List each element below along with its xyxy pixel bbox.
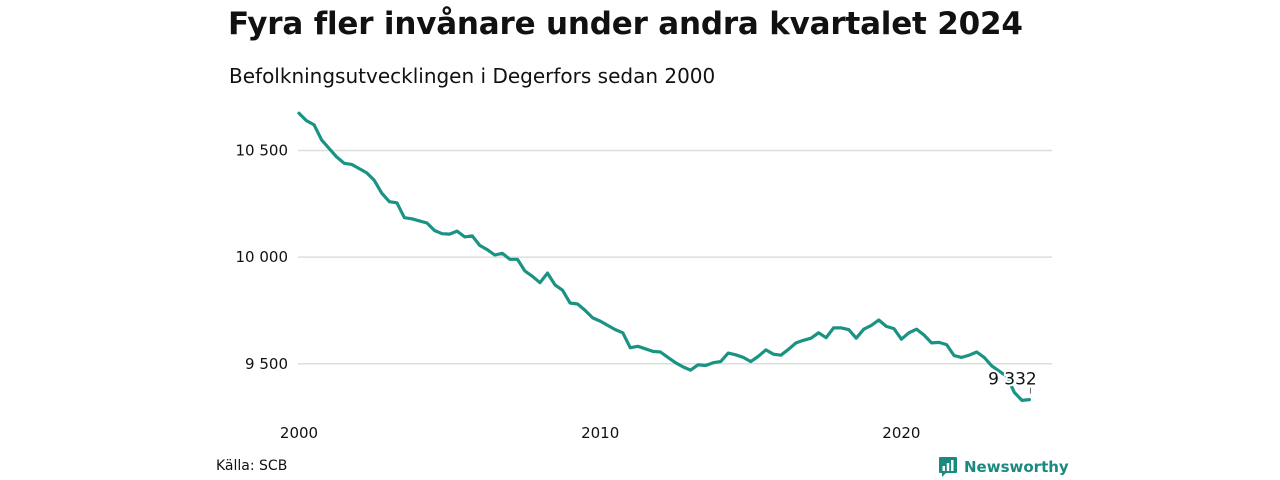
brand-name: Newsworthy [964, 458, 1069, 476]
y-tick-label: 9 500 [245, 355, 288, 373]
x-axis: 2000 2010 2020 [280, 424, 921, 442]
chart-subtitle: Befolkningsutvecklingen i Degerfors seda… [229, 64, 716, 88]
y-axis: 9 500 10 000 10 500 [236, 142, 289, 373]
annotation: 9 332 [986, 368, 1039, 394]
x-tick-label: 2000 [280, 424, 318, 442]
brand-logo: Newsworthy [938, 456, 1069, 478]
series [297, 111, 1031, 402]
chart-title: Fyra fler invånare under andra kvartalet… [228, 6, 1023, 42]
series-line [297, 111, 1031, 402]
gridlines [298, 149, 1052, 365]
x-tick-label: 2020 [882, 424, 920, 442]
bar-chart-icon [939, 457, 957, 477]
source-note: Källa: SCB [216, 458, 288, 474]
y-tick-label: 10 500 [236, 142, 289, 160]
y-tick-label: 10 000 [236, 248, 289, 266]
x-tick-label: 2010 [581, 424, 619, 442]
last-value-label: 9 332 [988, 370, 1037, 390]
